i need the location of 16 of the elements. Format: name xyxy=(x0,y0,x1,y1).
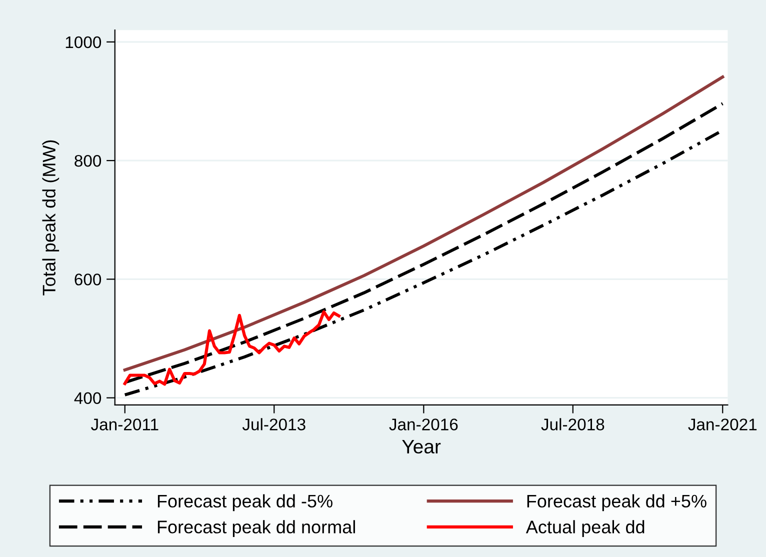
x-tick-label: Jan-2011 xyxy=(91,418,158,430)
x-axis-title: Year xyxy=(402,440,441,454)
x-tick-label: Jan-2021 xyxy=(688,418,757,430)
y-tick-label: 400 xyxy=(74,392,102,404)
legend-label: Actual peak dd xyxy=(526,520,644,537)
legend-label: Forecast peak dd +5% xyxy=(527,494,706,512)
x-tick-label: Jul-2013 xyxy=(242,418,306,430)
y-tick-label: 600 xyxy=(74,274,102,286)
line-series xyxy=(123,310,340,386)
y-tick-label: 1000 xyxy=(66,36,102,48)
legend-label: Forecast peak dd -5% xyxy=(158,494,332,512)
y-axis-title: Total peak dd (MW) xyxy=(42,140,60,296)
x-tick-label: Jan-2016 xyxy=(389,418,458,430)
y-tick-label: 800 xyxy=(74,154,102,167)
legend-label: Forecast peak dd normal xyxy=(158,520,355,537)
x-tick-label: Jul-2018 xyxy=(541,418,604,430)
